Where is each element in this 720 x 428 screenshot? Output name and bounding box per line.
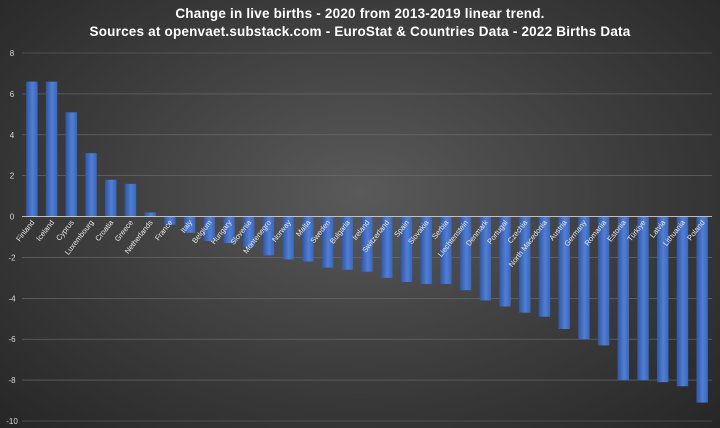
y-tick-label: 2 bbox=[10, 172, 15, 181]
bar-croatia bbox=[104, 179, 117, 217]
bar-hungary bbox=[223, 216, 235, 244]
x-tick-label: Finland bbox=[14, 218, 36, 243]
x-tick-label: Croatia bbox=[93, 218, 115, 243]
y-tick-label: 8 bbox=[10, 49, 15, 58]
bar-slovenia bbox=[242, 216, 255, 248]
y-tick-label: -4 bbox=[8, 294, 16, 303]
y-tick-label: 4 bbox=[10, 131, 15, 140]
bar-poland bbox=[696, 216, 708, 403]
bar-luxembourg bbox=[85, 153, 97, 217]
bar-switzerland bbox=[380, 216, 393, 278]
bar-denmark bbox=[479, 216, 492, 301]
chart-title: Change in live births - 2020 from 2013-2… bbox=[175, 6, 545, 21]
bar-cyprus bbox=[65, 112, 78, 217]
bar-czechia bbox=[518, 216, 531, 313]
bar-belgium bbox=[203, 216, 216, 242]
bar-lithuania bbox=[676, 216, 689, 387]
bar-germany bbox=[578, 216, 590, 340]
chart-subtitle: Sources at openvaet.substack.com - EuroS… bbox=[89, 24, 631, 39]
bar-spain bbox=[400, 216, 413, 282]
bar-norway bbox=[282, 216, 294, 260]
y-tick-label: -6 bbox=[8, 335, 16, 344]
bar-portugal bbox=[499, 216, 511, 307]
bar-serbia bbox=[440, 216, 452, 285]
bar-italy bbox=[183, 216, 196, 233]
y-tick-label: 0 bbox=[10, 213, 15, 222]
y-tick-label: -2 bbox=[8, 253, 16, 262]
bar-türkiye bbox=[637, 216, 649, 381]
y-tick-label: -10 bbox=[6, 417, 18, 426]
bar-romania bbox=[597, 216, 610, 346]
bar-montenegro bbox=[262, 216, 275, 256]
y-tick-label: -8 bbox=[8, 376, 16, 385]
bar-slovakia bbox=[420, 216, 432, 285]
bar-sweden bbox=[321, 216, 334, 268]
bar-greece bbox=[124, 183, 137, 217]
y-tick-label: 6 bbox=[10, 90, 15, 99]
bar-netherlands bbox=[144, 212, 156, 217]
bar-latvia bbox=[656, 216, 669, 383]
x-tick-label: France bbox=[153, 218, 174, 242]
bar-iceland bbox=[45, 81, 58, 217]
bar-malta bbox=[302, 216, 314, 262]
bar-france bbox=[164, 216, 176, 225]
bar-liechtenstein bbox=[459, 216, 472, 291]
bar-estonia bbox=[617, 216, 630, 381]
bar-austria bbox=[558, 216, 570, 329]
bar-north-macedonia bbox=[538, 216, 551, 317]
x-tick-label: Iceland bbox=[34, 218, 56, 243]
bar-bulgaria bbox=[341, 216, 354, 270]
bar-ireland bbox=[361, 216, 373, 272]
bar-finland bbox=[26, 81, 38, 217]
